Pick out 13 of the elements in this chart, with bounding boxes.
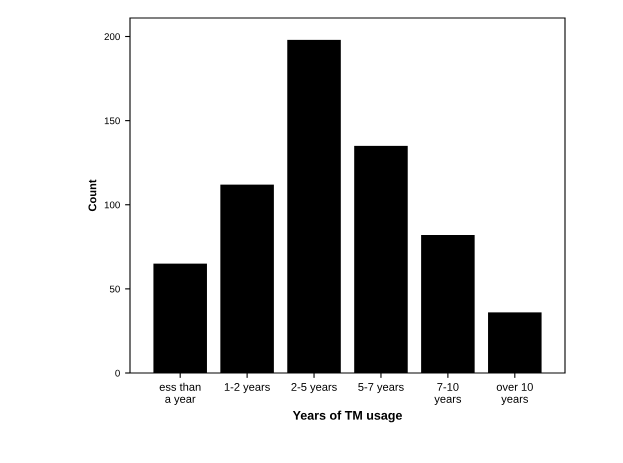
y-tick-label: 200 <box>104 33 120 40</box>
x-tick-label: over 10 years <box>496 383 533 406</box>
y-tick-label: 50 <box>110 286 120 292</box>
y-tick-label: 150 <box>104 117 120 124</box>
x-tick-label: ess than a year <box>160 382 200 406</box>
y-axis-title: Count <box>88 180 96 212</box>
x-tick-label: 5-7 years <box>358 383 404 394</box>
x-axis-title: Years of TM usage <box>292 410 402 422</box>
x-tick-label: 2-5 years <box>291 383 337 394</box>
y-tick-label: 0 <box>115 370 120 377</box>
x-tick-label: 1-2 years <box>224 383 270 394</box>
y-tick-label: 100 <box>104 201 120 208</box>
x-tick-label: 7-10 years <box>434 383 462 406</box>
